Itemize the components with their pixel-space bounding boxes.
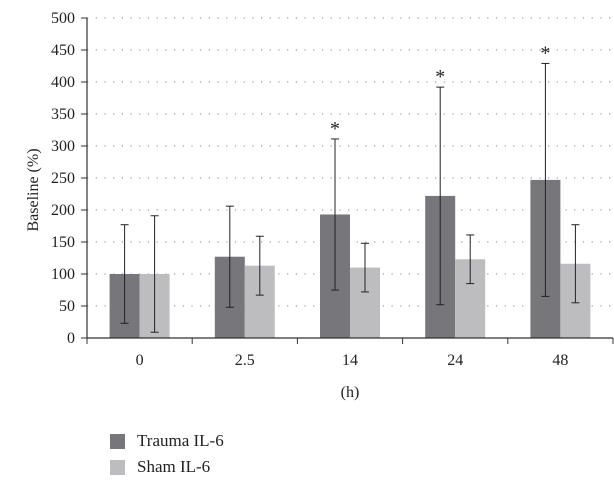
y-tick-label: 0 bbox=[67, 330, 75, 347]
significance-marker: * bbox=[435, 66, 445, 88]
legend-item-sham: Sham IL-6 bbox=[110, 454, 224, 480]
y-tick-label: 250 bbox=[51, 170, 75, 187]
y-tick-label: 150 bbox=[51, 234, 75, 251]
x-axis-label: (h) bbox=[341, 384, 360, 401]
axes: 0 50 100 150 200 250 300 350 400 450 500 0 2.5 14 24 48 bbox=[51, 10, 614, 369]
x-tick-label: 48 bbox=[552, 352, 568, 369]
legend-item-trauma: Trauma IL-6 bbox=[110, 428, 224, 454]
y-tick-label: 100 bbox=[51, 266, 75, 283]
x-tick-label: 2.5 bbox=[235, 352, 255, 369]
gridlines bbox=[87, 17, 613, 307]
significance-marker: * bbox=[540, 42, 550, 64]
y-tick-label: 500 bbox=[51, 10, 75, 27]
x-tick-label: 14 bbox=[342, 352, 358, 369]
legend: Trauma IL-6 Sham IL-6 bbox=[110, 428, 224, 480]
y-axis-label: Baseline (%) bbox=[25, 148, 42, 231]
error-bars: * * * bbox=[120, 42, 580, 333]
y-tick-label: 450 bbox=[51, 42, 75, 59]
legend-label-sham: Sham IL-6 bbox=[137, 457, 211, 476]
y-tick-label: 50 bbox=[59, 298, 75, 315]
y-tick-label: 350 bbox=[51, 106, 75, 123]
x-tick-label: 0 bbox=[136, 352, 144, 369]
legend-swatch-trauma bbox=[110, 433, 125, 449]
y-tick-label: 300 bbox=[51, 138, 75, 155]
significance-marker: * bbox=[330, 118, 340, 140]
bars bbox=[109, 179, 591, 338]
legend-swatch-sham bbox=[110, 459, 125, 475]
x-tick-label: 24 bbox=[447, 352, 463, 369]
y-tick-label: 200 bbox=[51, 202, 75, 219]
y-tick-label: 400 bbox=[51, 74, 75, 91]
legend-label-trauma: Trauma IL-6 bbox=[137, 431, 224, 450]
